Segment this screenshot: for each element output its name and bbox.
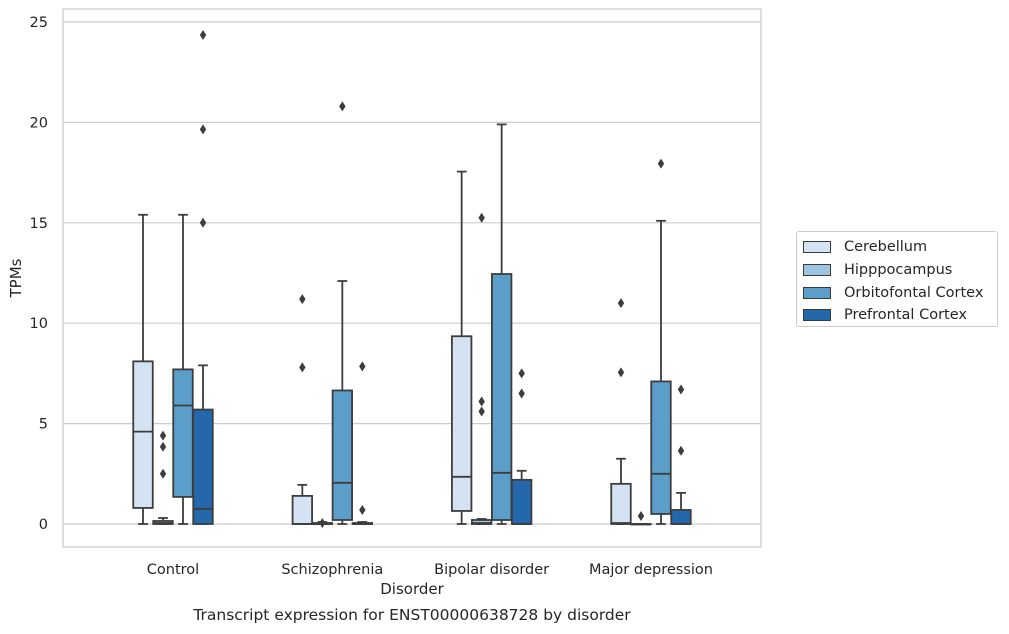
iqr-box bbox=[451, 335, 473, 512]
box-3-1 bbox=[451, 170, 473, 525]
box-3-3 bbox=[491, 123, 513, 525]
outlier-point bbox=[359, 361, 366, 372]
box-1-1 bbox=[132, 213, 154, 525]
iqr-box bbox=[650, 380, 672, 515]
x-tick-label: Schizophrenia bbox=[281, 562, 383, 578]
box-2-4 bbox=[351, 361, 373, 525]
iqr-box bbox=[511, 478, 533, 525]
iqr-box bbox=[471, 519, 493, 525]
iqr-box bbox=[670, 509, 692, 525]
y-axis-label: TPMs bbox=[7, 258, 25, 298]
legend-swatch bbox=[803, 286, 831, 299]
outlier-point bbox=[518, 368, 525, 379]
legend-swatch bbox=[803, 264, 831, 277]
figure-caption: Transcript expression for ENST0000063872… bbox=[193, 606, 631, 624]
x-tick-label: Control bbox=[147, 562, 199, 578]
outlier-point bbox=[478, 406, 485, 417]
iqr-box bbox=[491, 273, 513, 521]
box-2-2 bbox=[311, 517, 333, 528]
outlier-point bbox=[159, 430, 167, 441]
outlier-point bbox=[199, 217, 207, 228]
outlier-point bbox=[617, 298, 625, 309]
outlier-point bbox=[159, 441, 167, 452]
legend-item: Hipppocampus bbox=[803, 259, 997, 282]
outlier-point bbox=[677, 384, 685, 395]
outlier-point bbox=[319, 517, 326, 528]
box-4-2 bbox=[630, 510, 652, 526]
box-3-4 bbox=[511, 368, 533, 525]
x-tick-label: Bipolar disorder bbox=[434, 562, 549, 578]
legend-label: Orbitofontal Cortex bbox=[844, 284, 984, 301]
iqr-box bbox=[610, 482, 632, 525]
outlier-point bbox=[677, 445, 685, 456]
outlier-point bbox=[518, 388, 525, 399]
legend-swatch bbox=[803, 309, 831, 322]
y-tick-label: 20 bbox=[30, 115, 48, 131]
legend: Cerebellum Hipppocampus Orbitofontal Corte… bbox=[796, 231, 998, 327]
outlier-point bbox=[159, 468, 167, 479]
legend-label: Prefrontal Cortex bbox=[844, 307, 967, 324]
legend-label: Cerebellum bbox=[844, 239, 928, 256]
box-1-4 bbox=[192, 30, 214, 525]
legend-swatch bbox=[803, 241, 831, 254]
y-tick-label: 10 bbox=[30, 316, 48, 332]
outlier-point bbox=[617, 367, 625, 378]
legend-item: Orbitofontal Cortex bbox=[803, 281, 997, 304]
iqr-box bbox=[291, 494, 313, 525]
outlier-point bbox=[637, 510, 645, 521]
box-4-1 bbox=[610, 298, 632, 525]
outlier-point bbox=[299, 362, 306, 373]
legend-item: Prefrontal Cortex bbox=[803, 304, 997, 327]
outlier-point bbox=[478, 212, 485, 223]
box-3-2 bbox=[471, 212, 493, 525]
box-4-4 bbox=[670, 384, 692, 525]
iqr-box bbox=[132, 360, 154, 509]
x-tick-label: Major depression bbox=[589, 562, 713, 578]
box-2-1 bbox=[291, 294, 313, 525]
outlier-point bbox=[199, 30, 207, 41]
box-1-2 bbox=[152, 430, 174, 525]
outlier-point bbox=[657, 158, 665, 169]
y-tick-label: 15 bbox=[30, 216, 48, 232]
x-axis-label: Disorder bbox=[380, 580, 444, 598]
outlier-point bbox=[359, 504, 366, 515]
iqr-box bbox=[331, 389, 353, 521]
outlier-point bbox=[299, 294, 306, 305]
iqr-box bbox=[192, 408, 214, 525]
outlier-point bbox=[199, 124, 207, 135]
outlier-point bbox=[339, 101, 346, 112]
y-tick-label: 25 bbox=[30, 15, 48, 31]
box-4-3 bbox=[650, 158, 672, 525]
y-tick-label: 5 bbox=[39, 417, 48, 433]
legend-item: Cerebellum bbox=[803, 236, 997, 259]
y-tick-label: 0 bbox=[39, 517, 48, 533]
legend-label: Hipppocampus bbox=[844, 262, 953, 279]
iqr-box bbox=[172, 368, 194, 498]
box-2-3 bbox=[331, 101, 353, 525]
outlier-point bbox=[478, 396, 485, 407]
